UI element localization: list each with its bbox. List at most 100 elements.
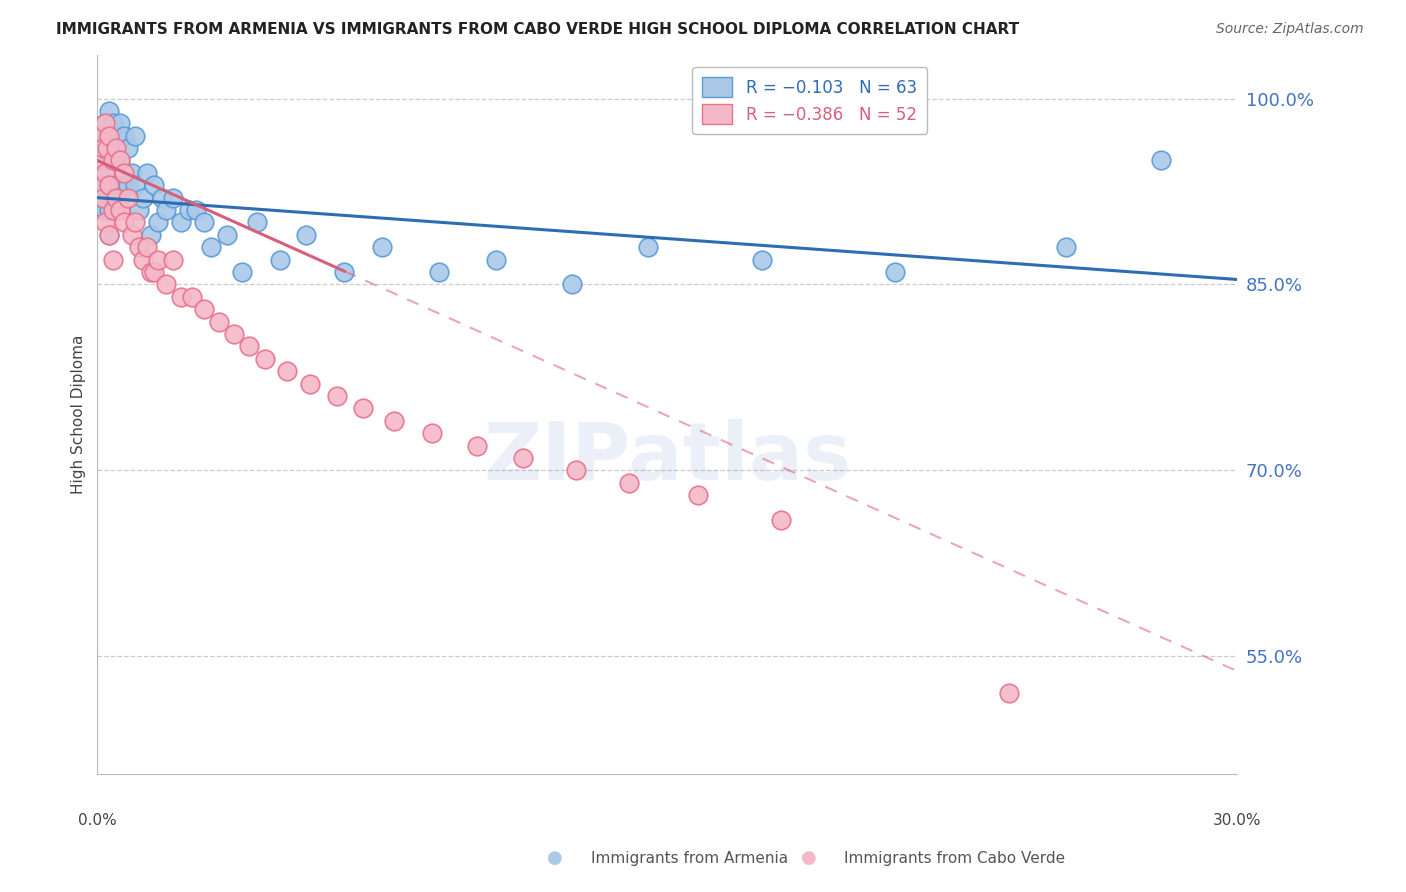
Point	[420, 426, 443, 441]
Text: Immigrants from Armenia: Immigrants from Armenia	[591, 851, 787, 865]
Point	[101, 191, 124, 205]
Point	[91, 153, 114, 168]
Point	[143, 265, 166, 279]
Text: 0.0%: 0.0%	[77, 813, 117, 828]
Text: ●: ●	[547, 849, 564, 867]
Text: Immigrants from Cabo Verde: Immigrants from Cabo Verde	[844, 851, 1064, 865]
Point	[90, 141, 112, 155]
Point	[117, 141, 139, 155]
Point	[91, 191, 114, 205]
Legend: R = −0.103   N = 63, R = −0.386   N = 52: R = −0.103 N = 63, R = −0.386 N = 52	[692, 67, 927, 135]
Point	[117, 178, 139, 193]
Point	[97, 153, 120, 168]
Point	[94, 116, 117, 130]
Point	[170, 290, 193, 304]
Point	[619, 475, 641, 490]
Point	[565, 463, 588, 477]
Point	[105, 153, 128, 168]
Point	[253, 351, 276, 366]
Point	[112, 178, 135, 193]
Point	[94, 116, 117, 130]
Point	[105, 141, 128, 155]
Point	[105, 128, 128, 143]
Point	[146, 215, 169, 229]
Point	[97, 178, 120, 193]
Point	[150, 191, 173, 205]
Point	[89, 178, 111, 193]
Point	[124, 178, 146, 193]
Point	[238, 339, 260, 353]
Point	[90, 128, 112, 143]
Point	[467, 439, 489, 453]
Point	[146, 252, 169, 267]
Point	[371, 240, 394, 254]
Point	[90, 191, 112, 205]
Point	[269, 252, 291, 267]
Point	[97, 227, 120, 242]
Point	[215, 227, 238, 242]
Point	[112, 215, 135, 229]
Point	[97, 128, 120, 143]
Point	[124, 128, 146, 143]
Point	[94, 215, 117, 229]
Point	[276, 364, 298, 378]
Point	[128, 240, 150, 254]
Point	[170, 215, 193, 229]
Point	[112, 166, 135, 180]
Point	[96, 141, 118, 155]
Point	[94, 166, 117, 180]
Point	[139, 227, 162, 242]
Point	[637, 240, 659, 254]
Point	[112, 128, 135, 143]
Point	[326, 389, 349, 403]
Point	[998, 686, 1021, 700]
Point	[139, 265, 162, 279]
Point	[208, 315, 231, 329]
Point	[186, 203, 208, 218]
Text: ●: ●	[800, 849, 817, 867]
Point	[105, 203, 128, 218]
Point	[96, 178, 118, 193]
Point	[295, 227, 318, 242]
Point	[132, 191, 155, 205]
Point	[1150, 153, 1173, 168]
Point	[121, 227, 143, 242]
Point	[770, 513, 793, 527]
Point	[97, 203, 120, 218]
Point	[97, 178, 120, 193]
Point	[124, 215, 146, 229]
Y-axis label: High School Diploma: High School Diploma	[72, 334, 86, 494]
Point	[117, 191, 139, 205]
Point	[108, 203, 131, 218]
Point	[751, 252, 773, 267]
Point	[162, 252, 184, 267]
Point	[101, 153, 124, 168]
Point	[94, 141, 117, 155]
Point	[97, 128, 120, 143]
Point	[101, 252, 124, 267]
Point	[105, 178, 128, 193]
Text: IMMIGRANTS FROM ARMENIA VS IMMIGRANTS FROM CABO VERDE HIGH SCHOOL DIPLOMA CORREL: IMMIGRANTS FROM ARMENIA VS IMMIGRANTS FR…	[56, 22, 1019, 37]
Point	[231, 265, 253, 279]
Point	[108, 116, 131, 130]
Point	[101, 116, 124, 130]
Point	[101, 203, 124, 218]
Point	[94, 203, 117, 218]
Point	[105, 191, 128, 205]
Point	[101, 153, 124, 168]
Text: Source: ZipAtlas.com: Source: ZipAtlas.com	[1216, 22, 1364, 37]
Point	[427, 265, 450, 279]
Point	[193, 302, 215, 317]
Text: ZIPatlas: ZIPatlas	[484, 418, 852, 497]
Point	[135, 240, 157, 254]
Point	[96, 128, 118, 143]
Point	[108, 191, 131, 205]
Point	[485, 252, 508, 267]
Point	[884, 265, 907, 279]
Point	[193, 215, 215, 229]
Point	[155, 203, 177, 218]
Point	[333, 265, 356, 279]
Point	[143, 178, 166, 193]
Point	[97, 227, 120, 242]
Point	[177, 203, 200, 218]
